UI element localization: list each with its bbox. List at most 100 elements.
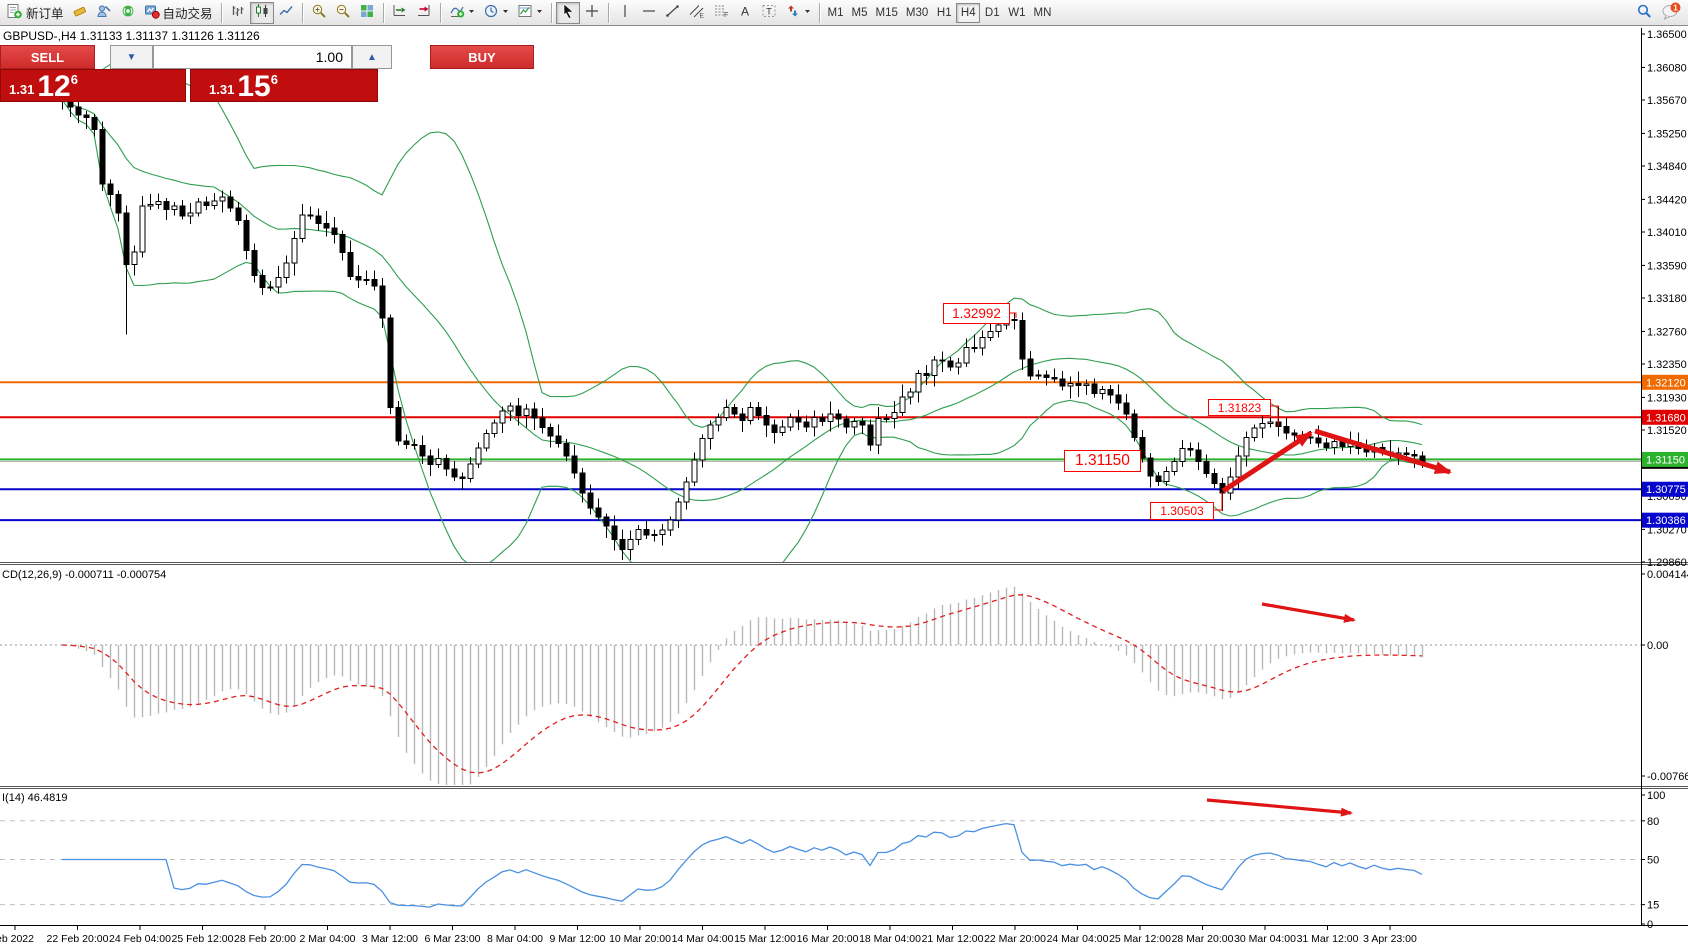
volume-down-button[interactable]: ▼ [110, 45, 153, 69]
shapes-icon [785, 3, 801, 22]
horizontal-line-button[interactable] [637, 2, 661, 24]
time-tick-label: 28 Mar 20:00 [1172, 933, 1234, 945]
fibonacci-button[interactable]: F [709, 2, 733, 24]
time-tick-label: 25 Feb 12:00 [172, 933, 234, 945]
equidistant-channel-button[interactable]: E [685, 2, 709, 24]
axis-tick-label: 1.34420 [1647, 194, 1687, 206]
axis-tick-label: 1.35670 [1647, 95, 1687, 107]
toolbar-separator [439, 2, 441, 23]
time-tick-label: 31 Mar 12:00 [1297, 933, 1359, 945]
price-annotation[interactable]: 1.31150 [1064, 450, 1141, 472]
axis-tick-label: 100 [1647, 790, 1665, 802]
new-order-button[interactable]: 新订单 [2, 2, 68, 24]
fibo-icon: F [713, 3, 729, 22]
timeframe-h4-button[interactable]: H4 [956, 2, 981, 23]
macd-label: CD(12,26,9) -0.000711 -0.000754 [2, 569, 167, 581]
timeframe-m1-button[interactable]: M1 [824, 3, 848, 23]
price-annotation[interactable]: 1.31823 [1208, 399, 1271, 416]
volume-field[interactable]: 1.00 [153, 45, 352, 69]
candles-icon [254, 3, 270, 22]
signals-button[interactable] [116, 2, 140, 24]
zoom-in-icon [311, 3, 327, 22]
arrows-button[interactable] [781, 2, 815, 24]
ask-price-box[interactable]: 1.31 15 6 [190, 69, 378, 102]
axis-tick-label: 0.004144 [1647, 569, 1688, 581]
chart-shift-button[interactable] [412, 2, 436, 24]
time-tick-label: 14 Mar 04:00 [672, 933, 734, 945]
indicators-icon [449, 3, 465, 22]
periods-button[interactable] [479, 2, 513, 24]
brush-tool-button[interactable] [68, 2, 92, 24]
market-watch-button[interactable] [92, 2, 116, 24]
axis-tick-label: 1.33590 [1647, 260, 1687, 272]
candle-chart-button[interactable] [249, 1, 274, 24]
time-tick-label: 6 Mar 23:00 [424, 933, 480, 945]
axis-tick-label: 0.00 [1647, 640, 1668, 652]
volume-up-button[interactable]: ▲ [352, 45, 392, 69]
auto-scroll-button[interactable] [388, 2, 412, 24]
timeframe-mn-button[interactable]: MN [1030, 3, 1056, 23]
panel-separators[interactable] [0, 28, 1688, 926]
timeframe-m5-button[interactable]: M5 [848, 3, 872, 23]
time-tick-label: 24 Mar 04:00 [1047, 933, 1109, 945]
trend-arrow[interactable] [1261, 602, 1356, 623]
text-a-icon: A [737, 3, 753, 22]
text-button[interactable]: A [733, 2, 757, 24]
horizontal-level-lines[interactable] [0, 381, 1641, 522]
axis-tick-label: 1.29860 [1647, 557, 1687, 569]
autotrade-button[interactable]: 自动交易 [140, 2, 217, 24]
text-label-button[interactable]: T [757, 2, 781, 24]
bar-chart-button[interactable] [226, 2, 250, 24]
templates-button[interactable] [513, 2, 547, 24]
trend-arrow[interactable] [1206, 798, 1353, 817]
time-tick-label: 22 Feb 20:00 [47, 933, 109, 945]
svg-text:1: 1 [1673, 3, 1678, 13]
ask-price-pip: 6 [270, 72, 278, 87]
chart-annotations[interactable] [1008, 312, 1452, 817]
chart-canvas[interactable]: 1.36500 1.36080 1.35670 1.35250 1.34840 1.344… [0, 26, 1688, 948]
trendline-button[interactable] [661, 2, 685, 24]
price-badge-label: 1.31680 [1646, 412, 1686, 424]
timeframe-d1-button[interactable]: D1 [980, 3, 1004, 23]
price-annotation[interactable]: 1.30503 [1150, 502, 1214, 520]
notifications-button[interactable]: 1 [1657, 2, 1686, 24]
toolbar-button-label: 新订单 [26, 7, 64, 21]
channel-icon: E [689, 3, 705, 22]
tile-windows-button[interactable] [355, 2, 379, 24]
trend-arrow[interactable] [1221, 430, 1313, 494]
price-axis[interactable]: 1.36500 1.36080 1.35670 1.35250 1.34840 1.344… [1641, 29, 1688, 931]
bid-price-box[interactable]: 1.31 12 6 [0, 69, 186, 102]
chevron-up-icon: ▲ [367, 51, 377, 63]
line-chart-button[interactable] [274, 2, 298, 24]
cursor-icon [560, 3, 576, 22]
search-button[interactable] [1632, 2, 1657, 24]
zoom-out-button[interactable] [331, 2, 355, 24]
buy-button[interactable]: BUY [430, 45, 534, 69]
chevron-down-icon [804, 4, 811, 21]
autotrade-icon [144, 3, 160, 22]
axis-tick-label: 1.32350 [1647, 359, 1687, 371]
chart-window[interactable]: 1.36500 1.36080 1.35670 1.35250 1.34840 1.344… [0, 26, 1688, 948]
axis-tick-label: 80 [1647, 816, 1659, 828]
timeframe-w1-button[interactable]: W1 [1004, 3, 1029, 23]
axis-tick-label: -0.007664 [1647, 771, 1688, 783]
sound-icon [120, 3, 136, 22]
timeframe-h1-button[interactable]: H1 [932, 3, 956, 23]
vertical-line-button[interactable] [613, 2, 637, 24]
cursor-button[interactable] [555, 1, 580, 24]
timeframe-m30-button[interactable]: M30 [902, 3, 932, 23]
timeframe-m15-button[interactable]: M15 [872, 3, 902, 23]
price-badge [1642, 451, 1688, 467]
crosshair-button[interactable] [580, 2, 604, 24]
price-badge-label: 1.30775 [1646, 484, 1686, 496]
time-tick-label: 30 Mar 04:00 [1234, 933, 1296, 945]
trend-arrow[interactable] [1314, 428, 1452, 475]
svg-text:A: A [741, 5, 749, 19]
indicators-button[interactable] [445, 2, 479, 24]
toolbar-separator [818, 2, 820, 23]
sell-button[interactable]: SELL [0, 45, 95, 69]
price-annotation[interactable]: 1.32992 [943, 303, 1010, 324]
zoom-in-button[interactable] [307, 2, 331, 24]
price-badge [1642, 481, 1688, 497]
